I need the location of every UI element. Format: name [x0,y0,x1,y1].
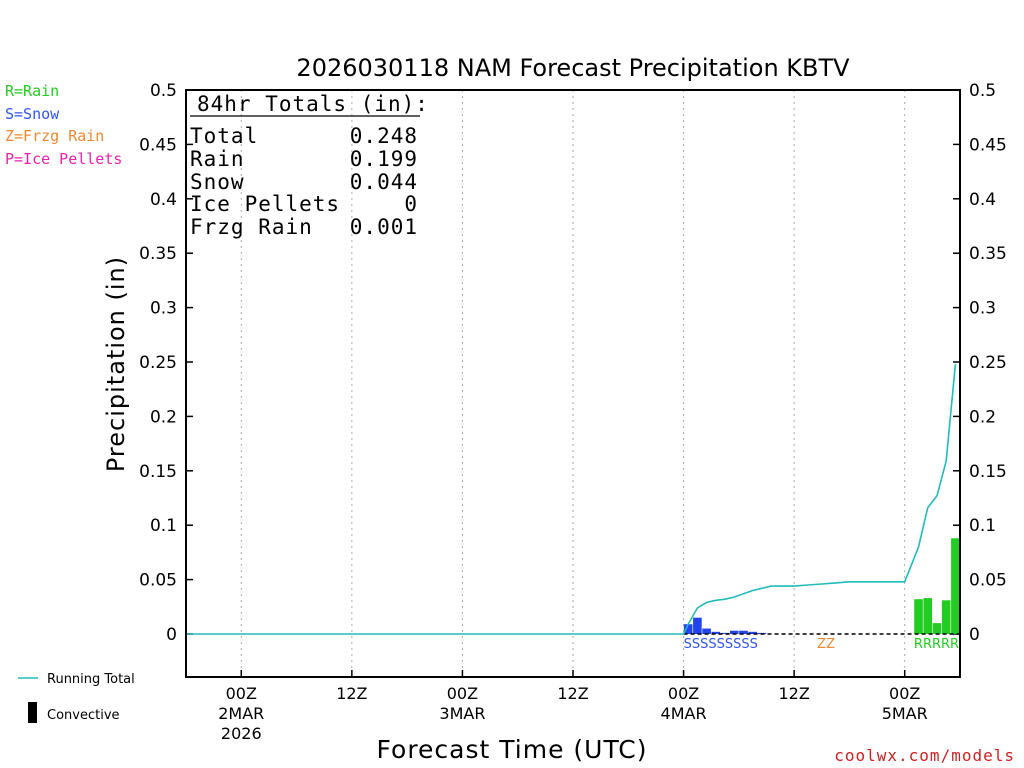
x-tick-label-3-0: 12Z [557,684,588,703]
running-total-legend-label: Running Total [47,672,135,687]
totals-box: 84hr Totals (in): Total 0.248 Rain 0.199… [190,92,429,239]
x-tick-label-6-0: 00Z [889,684,920,703]
ptype-label-0: SSSSSSSSS [684,637,758,652]
ptype-legend: R=Rain S=Snow Z=Frzg Rain P=Ice Pellets [5,82,122,168]
plot-frame [185,89,961,678]
totals-value-freezing-rain: 0.001 [350,215,418,239]
totals-value-rain: 0.199 [350,147,418,171]
ptype-labels: SSSSSSSSS ZZ RRRRR [684,637,960,652]
chart-title: 2026030118 NAM Forecast Precipitation KB… [296,54,850,82]
y-tick-label-left-4: 0.2 [150,407,177,427]
y-tick-label-right-0: 0 [969,625,980,645]
x-tick-label-4-1: 4MAR [661,704,707,723]
bar-snow-2 [702,628,711,634]
bar-rain-9 [914,599,923,634]
y-tick-label-right-6: 0.3 [969,299,996,319]
vertical-gridlines [240,90,906,677]
x-tick-label-2-0: 00Z [447,684,478,703]
y-tick-label-right-8: 0.4 [969,190,996,210]
bar-snow-3 [711,631,721,634]
totals-value-snow: 0.044 [350,170,418,194]
y-tick-label-right-9: 0.45 [969,135,1007,155]
x-tick-label-2-1: 3MAR [439,704,485,723]
bar-snow-1 [693,617,702,634]
bar-snow-4 [720,632,730,634]
y-tick-label-left-9: 0.45 [139,135,177,155]
legend-freezing-rain: Z=Frzg Rain [5,127,104,145]
bar-snow-6 [739,630,748,634]
y-tick-label-right-5: 0.25 [969,353,1007,373]
totals-label-rain: Rain [190,147,245,171]
totals-label-freezing-rain: Frzg Rain [190,215,313,239]
bar-rain-11 [932,623,942,634]
y-tick-label-left-0: 0 [166,625,177,645]
x-tick-label-0-1: 2MAR [218,704,264,723]
convective-legend-label: Convective [47,708,120,723]
y-tick-label-right-3: 0.15 [969,462,1007,482]
totals-value-total: 0.248 [350,124,418,148]
x-axis-label: Forecast Time (UTC) [377,735,648,764]
y-tick-label-left-8: 0.4 [150,190,177,210]
y-tick-label-right-4: 0.2 [969,407,996,427]
bottom-legend: Running Total Convective [18,672,135,723]
convective-legend-swatch [28,702,37,723]
bar-snow-7 [748,631,757,634]
y-tick-label-right-7: 0.35 [969,244,1007,264]
precip-bars [683,538,960,634]
ptype-label-1: ZZ [817,637,835,652]
totals-label-snow: Snow [190,170,245,194]
y-tick-label-left-1: 0.05 [139,571,177,591]
watermark: coolwx.com/models [834,746,1015,765]
y-tick-label-left-5: 0.25 [139,353,177,373]
x-tick-label-0-0: 00Z [226,684,257,703]
legend-ice-pellets: P=Ice Pellets [5,150,122,168]
totals-value-ice-pellets: 0 [404,192,418,216]
running-total-line [186,364,957,635]
y-tick-label-left-6: 0.3 [150,299,177,319]
y-tick-label-left-3: 0.15 [139,462,177,482]
legend-snow: S=Snow [5,105,60,123]
ptype-label-2: RRRRR [914,637,959,652]
y-axis-label: Precipitation (in) [102,256,130,472]
totals-label-ice-pellets: Ice Pellets [190,192,340,216]
x-tick-label-0-2: 2026 [221,724,262,743]
totals-header: 84hr Totals (in): [197,92,429,116]
legend-rain: R=Rain [5,82,59,100]
y-tick-label-left-10: 0.5 [150,81,177,101]
x-tick-label-5-0: 12Z [778,684,809,703]
y-tick-label-right-2: 0.1 [969,516,996,536]
x-tick-label-4-0: 00Z [668,684,699,703]
bar-snow-5 [729,630,739,634]
totals-label-total: Total [190,124,258,148]
x-tick-label-6-1: 5MAR [882,704,928,723]
bar-rain-13 [951,538,960,634]
x-tick-label-1-0: 12Z [336,684,367,703]
y-tick-label-right-10: 0.5 [969,81,996,101]
y-tick-label-left-7: 0.35 [139,244,177,264]
y-tick-label-right-1: 0.05 [969,571,1007,591]
y-tick-label-left-2: 0.1 [150,516,177,536]
bar-snow-0 [683,624,693,634]
bar-rain-10 [923,598,933,634]
bar-rain-12 [941,600,951,634]
